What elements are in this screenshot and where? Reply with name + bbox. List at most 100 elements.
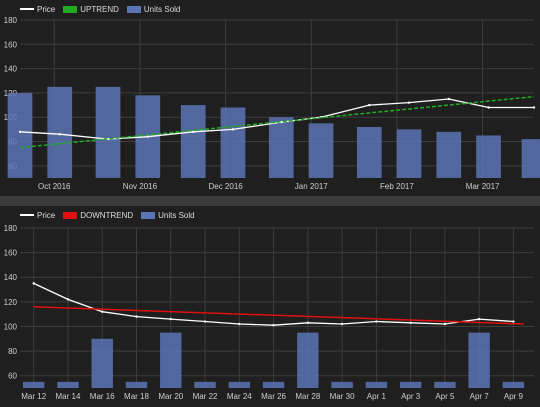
legend-swatch-units-sold [126, 5, 141, 13]
y-tick-label: 160 [4, 249, 18, 258]
bar-units-sold [308, 123, 334, 178]
x-tick-label: Nov 2016 [123, 182, 158, 191]
point-price [66, 298, 70, 301]
bar-units-sold [160, 332, 182, 388]
x-tick-label: Mar 30 [330, 392, 355, 401]
x-tick-label: Mar 14 [56, 392, 81, 401]
bar-units-sold [468, 332, 490, 388]
legend-label-uptrend: UPTREND [80, 4, 119, 14]
point-price [375, 320, 378, 323]
chart-panel-top: Price UPTREND Units Sold 608010012014016… [0, 0, 540, 196]
bar-units-sold [331, 381, 353, 388]
y-tick-label: 80 [8, 347, 17, 356]
point-price [18, 130, 22, 134]
legend-bottom: Price DOWNTREND Units Sold [20, 209, 195, 221]
legend-label-price: Price [37, 4, 56, 14]
bar-units-sold [436, 131, 462, 178]
point-price [272, 324, 275, 327]
bar-units-sold [476, 135, 501, 178]
y-tick-label: 60 [8, 372, 17, 381]
point-price [487, 106, 490, 109]
y-tick-label: 120 [4, 298, 18, 307]
point-price [340, 322, 344, 326]
point-price [58, 133, 61, 136]
point-price [443, 322, 447, 326]
line-downtrend [33, 306, 524, 325]
x-tick-label: Apr 1 [367, 392, 387, 401]
bar-units-sold [125, 381, 148, 388]
bar-units-sold [22, 381, 45, 388]
bar-units-sold [47, 86, 73, 178]
x-tick-label: Mar 12 [21, 392, 46, 401]
bar-units-sold [57, 381, 79, 388]
x-tick-label: Mar 16 [90, 392, 115, 401]
bar-units-sold [262, 381, 285, 388]
chart-panel-bottom: Price DOWNTREND Units Sold 60 80 100 120 140… [0, 206, 540, 407]
bar-units-sold [91, 338, 113, 388]
bar-units-sold [220, 107, 246, 178]
y-tick-label: 100 [4, 322, 18, 331]
legend-swatch-units-sold-bottom [141, 211, 156, 219]
legend-item-price-bottom[interactable]: Price [20, 211, 55, 220]
x-tick-label: Apr 9 [504, 392, 524, 401]
series-layer [22, 282, 525, 388]
y-tick-label: 180 [4, 16, 18, 25]
x-tick-label: Apr 3 [401, 392, 421, 401]
bar-units-sold [95, 86, 121, 178]
y-tick-label: 180 [4, 224, 18, 233]
legend-swatch-price-bottom [20, 214, 34, 216]
x-tick-label: Mar 20 [158, 392, 183, 401]
y-tick-label: 140 [4, 273, 18, 282]
x-tick-label: Apr 7 [470, 392, 490, 401]
x-tick-label: Mar 2017 [466, 182, 500, 191]
legend-swatch-uptrend [63, 5, 78, 13]
bar-units-sold [356, 126, 382, 178]
bar-units-sold [180, 105, 206, 178]
bar-units-sold [228, 381, 251, 388]
panel-divider [0, 196, 540, 206]
bar-units-sold [365, 381, 388, 388]
point-price [192, 130, 195, 134]
point-price [447, 97, 451, 101]
line-uptrend [19, 95, 535, 149]
x-tick-label: Oct 2016 [38, 182, 71, 191]
legend-item-units-sold-bottom[interactable]: Units Sold [141, 210, 195, 220]
point-price [169, 317, 172, 321]
point-price [477, 317, 481, 321]
point-price [231, 128, 235, 131]
bar-units-sold [7, 92, 33, 178]
point-price [146, 135, 149, 138]
legend-swatch-downtrend [63, 211, 78, 219]
bar-units-sold [502, 381, 525, 388]
legend-item-uptrend[interactable]: UPTREND [63, 5, 119, 14]
bar-units-sold [268, 117, 294, 178]
bar-units-sold [399, 381, 422, 388]
x-tick-label: Mar 22 [193, 392, 218, 401]
point-price [532, 106, 536, 109]
legend-swatch-price [20, 8, 34, 10]
x-tick-label: Mar 24 [227, 392, 252, 401]
x-tick-label: Feb 2017 [380, 182, 414, 191]
y-tick-label: 160 [4, 40, 18, 49]
point-price [306, 321, 310, 324]
x-tick-label: Mar 18 [124, 392, 149, 401]
bar-units-sold [521, 139, 540, 178]
legend-label-units-sold: Units Sold [143, 4, 181, 14]
legend-item-units-sold[interactable]: Units Sold [126, 4, 181, 14]
y-tick-label: 140 [4, 65, 18, 74]
chart-bottom: 60 80 100 120 140 160 180 Mar 12 Mar 14 Mar 16 Mar… [4, 224, 534, 401]
legend-top: Price UPTREND Units Sold [20, 3, 180, 15]
legend-label-units-sold-bottom: Units Sold [158, 210, 195, 220]
x-tick-label: Jan 2017 [295, 182, 328, 191]
point-price [368, 103, 371, 107]
x-tick-label: Mar 26 [261, 392, 286, 401]
x-tick-label: Dec 2016 [208, 182, 243, 191]
point-price [238, 322, 241, 326]
legend-item-price[interactable]: Price [20, 5, 55, 14]
point-price [407, 101, 411, 104]
legend-label-price-bottom: Price [37, 210, 56, 220]
legend-item-downtrend[interactable]: DOWNTREND [63, 211, 133, 220]
point-price [32, 282, 35, 285]
point-price [409, 321, 412, 324]
